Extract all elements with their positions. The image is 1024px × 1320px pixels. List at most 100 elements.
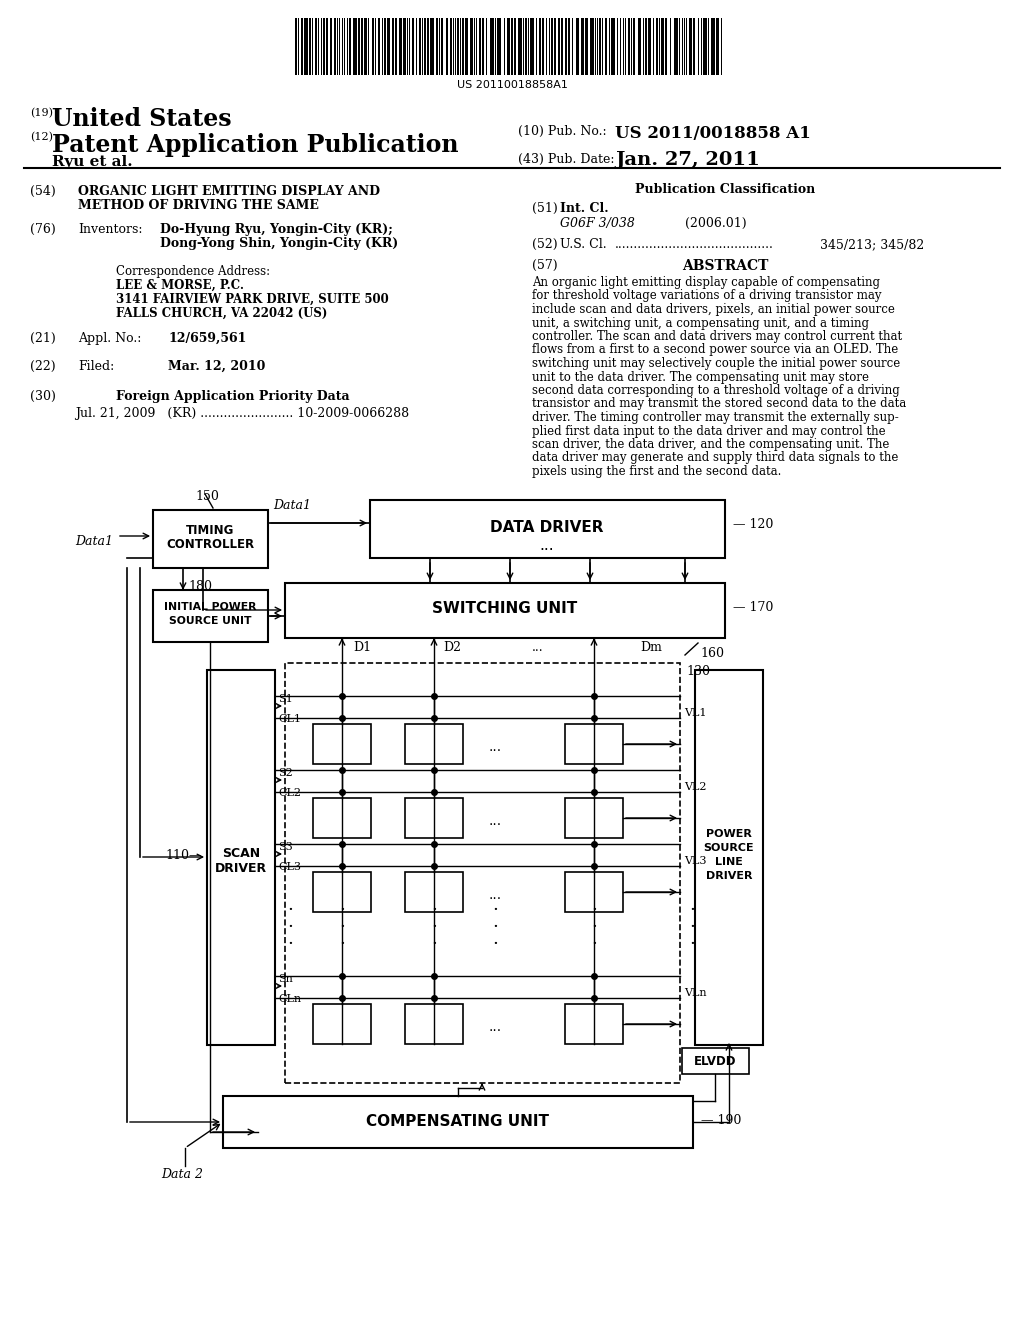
Bar xyxy=(565,873,623,912)
Text: (22): (22) xyxy=(30,360,55,374)
Text: — 120: — 120 xyxy=(733,517,773,531)
Bar xyxy=(317,18,319,75)
Text: 130: 130 xyxy=(686,665,710,678)
Bar xyxy=(489,18,494,75)
Text: Data1: Data1 xyxy=(273,499,311,512)
Text: 110—: 110— xyxy=(165,849,202,862)
Text: plied first data input to the data driver and may control the: plied first data input to the data drive… xyxy=(532,425,886,437)
Text: (76): (76) xyxy=(30,223,55,236)
Text: scan driver, the data driver, and the compensating unit. The: scan driver, the data driver, and the co… xyxy=(532,438,890,451)
Bar xyxy=(693,18,694,75)
Bar xyxy=(438,18,440,75)
Text: 12/659,561: 12/659,561 xyxy=(168,333,247,345)
Text: SCAN: SCAN xyxy=(222,847,260,861)
Bar xyxy=(469,18,472,75)
Bar xyxy=(674,18,678,75)
Bar xyxy=(638,18,641,75)
Text: .: . xyxy=(431,896,437,913)
Bar xyxy=(631,18,632,75)
Bar xyxy=(419,18,421,75)
Bar xyxy=(565,723,623,764)
Bar xyxy=(716,18,719,75)
Text: .: . xyxy=(287,931,293,948)
Text: .: . xyxy=(339,913,345,931)
Text: (30): (30) xyxy=(30,389,56,403)
Text: ...: ... xyxy=(488,888,502,902)
Bar xyxy=(398,18,401,75)
Bar xyxy=(207,671,275,1045)
Bar xyxy=(648,18,651,75)
Text: Correspondence Address:: Correspondence Address: xyxy=(116,265,270,279)
Text: An organic light emitting display capable of compensating: An organic light emitting display capabl… xyxy=(532,276,880,289)
Text: INITIAL POWER: INITIAL POWER xyxy=(164,602,256,612)
Bar xyxy=(446,18,447,75)
Bar xyxy=(565,799,623,838)
Text: D2: D2 xyxy=(443,642,461,653)
Bar xyxy=(628,18,630,75)
Bar xyxy=(530,18,534,75)
Text: Sn: Sn xyxy=(278,974,293,983)
Bar xyxy=(507,18,510,75)
Bar xyxy=(326,18,328,75)
Text: U.S. Cl.: U.S. Cl. xyxy=(560,238,606,251)
Bar xyxy=(406,873,463,912)
Text: second data corresponding to a threshold voltage of a driving: second data corresponding to a threshold… xyxy=(532,384,900,397)
Text: SWITCHING UNIT: SWITCHING UNIT xyxy=(432,601,578,616)
Bar xyxy=(473,18,475,75)
Bar xyxy=(522,18,524,75)
Text: ...: ... xyxy=(488,814,502,828)
Text: — 190: — 190 xyxy=(701,1114,741,1127)
Text: .: . xyxy=(339,896,345,913)
Bar xyxy=(645,18,647,75)
Bar xyxy=(633,18,635,75)
Text: unit to the data driver. The compensating unit may store: unit to the data driver. The compensatin… xyxy=(532,371,869,384)
Bar xyxy=(539,18,541,75)
Text: ...: ... xyxy=(488,741,502,754)
Bar xyxy=(346,18,348,75)
Bar xyxy=(313,1005,371,1044)
Bar xyxy=(542,18,544,75)
Bar xyxy=(313,723,371,764)
Text: (21): (21) xyxy=(30,333,55,345)
Bar xyxy=(571,18,573,75)
Text: .: . xyxy=(591,896,597,913)
Bar xyxy=(652,18,654,75)
Text: Appl. No.:: Appl. No.: xyxy=(78,333,141,345)
Bar xyxy=(370,500,725,558)
Text: DRIVER: DRIVER xyxy=(706,871,753,880)
Text: TIMING: TIMING xyxy=(185,524,234,537)
Bar xyxy=(551,18,553,75)
Text: Data1: Data1 xyxy=(75,535,113,548)
Text: .: . xyxy=(287,913,293,931)
Text: (51): (51) xyxy=(532,202,558,215)
Bar xyxy=(313,799,371,838)
Bar xyxy=(334,18,336,75)
Bar xyxy=(457,18,459,75)
Bar xyxy=(315,18,316,75)
Bar xyxy=(285,663,680,1082)
Text: ...: ... xyxy=(540,539,554,553)
Text: VL2: VL2 xyxy=(684,781,707,792)
Text: CONTROLLER: CONTROLLER xyxy=(166,539,254,550)
Bar xyxy=(597,18,598,75)
Bar xyxy=(620,18,621,75)
Bar xyxy=(682,18,683,75)
Text: (54): (54) xyxy=(30,185,55,198)
Text: pixels using the first and the second data.: pixels using the first and the second da… xyxy=(532,465,781,478)
Bar xyxy=(665,18,667,75)
Bar xyxy=(402,18,406,75)
Bar xyxy=(406,799,463,838)
Text: CL3: CL3 xyxy=(278,862,301,873)
Bar xyxy=(703,18,707,75)
Text: 160: 160 xyxy=(700,647,724,660)
Text: Mar. 12, 2010: Mar. 12, 2010 xyxy=(168,360,265,374)
Text: ELVDD: ELVDD xyxy=(693,1055,736,1068)
Bar xyxy=(330,18,332,75)
Text: .: . xyxy=(493,913,498,931)
Bar xyxy=(482,18,484,75)
Text: DRIVER: DRIVER xyxy=(215,862,267,875)
Text: data driver may generate and supply third data signals to the: data driver may generate and supply thir… xyxy=(532,451,898,465)
Bar xyxy=(462,18,464,75)
Bar xyxy=(679,18,680,75)
Bar xyxy=(303,18,307,75)
